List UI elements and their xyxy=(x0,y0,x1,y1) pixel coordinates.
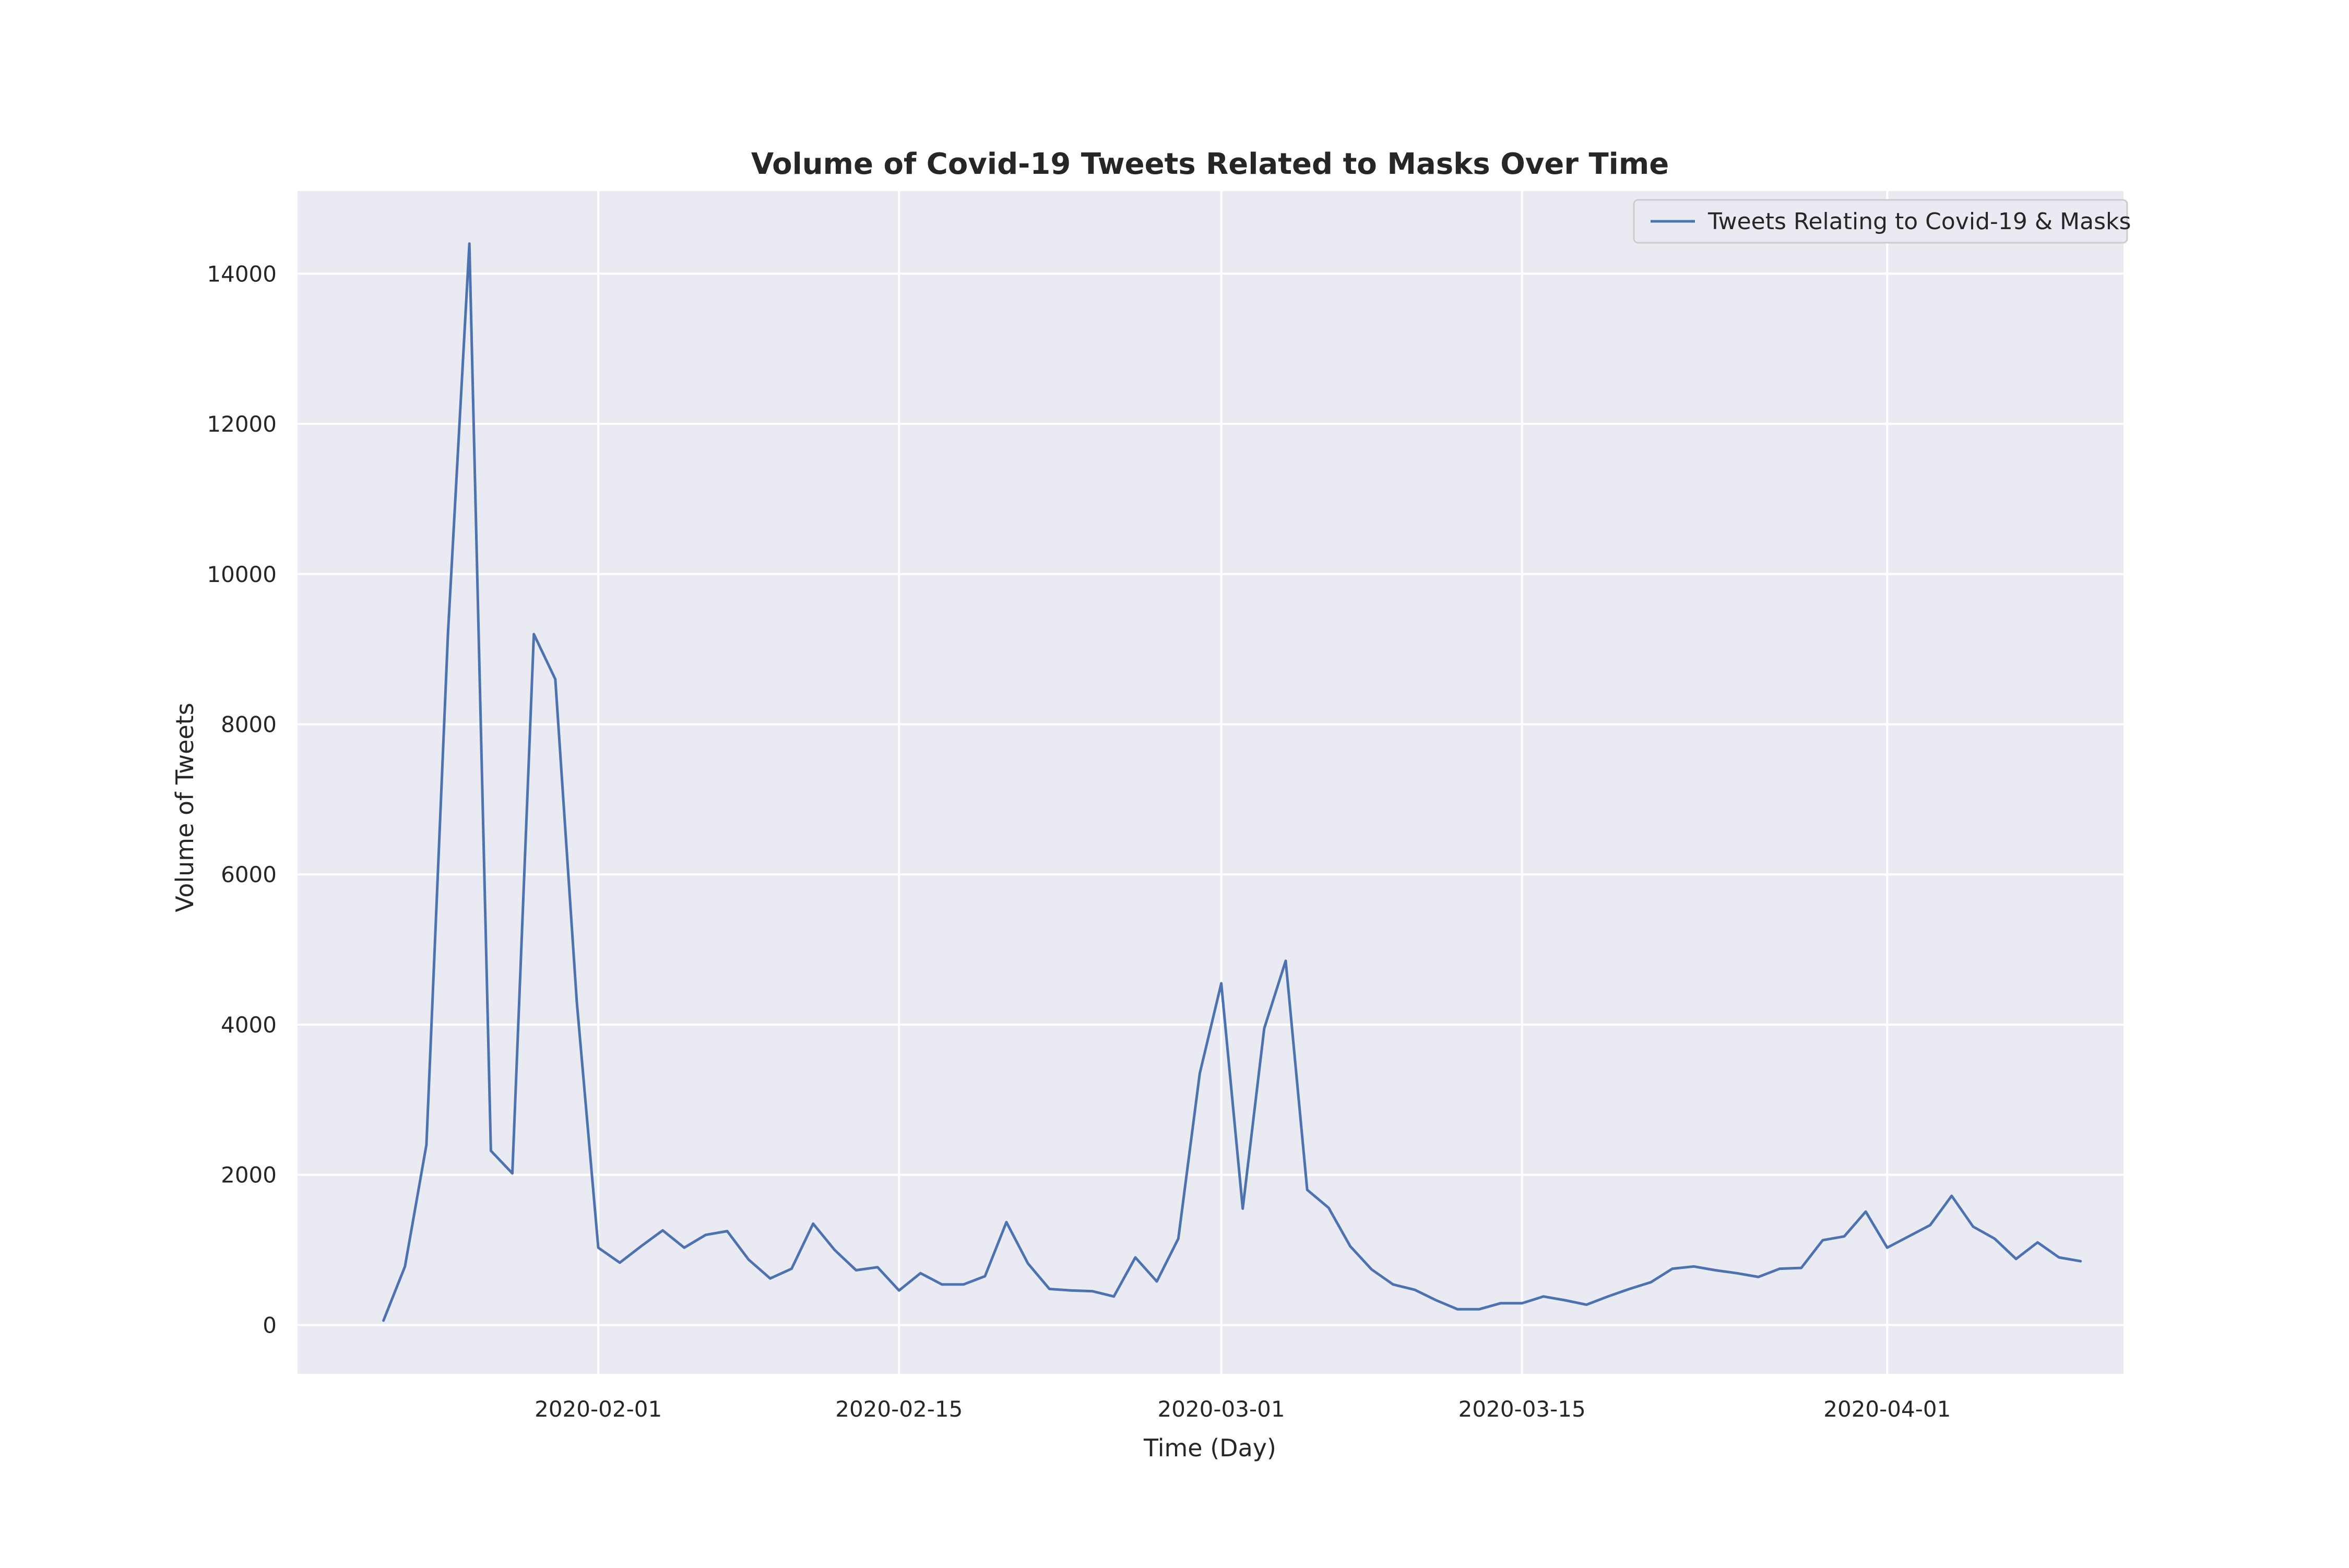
y-axis-label: Volume of Tweets xyxy=(171,703,199,912)
plot-background xyxy=(298,191,2123,1374)
x-tick-label: 2020-02-01 xyxy=(535,1396,662,1422)
legend: Tweets Relating to Covid-19 & Masks xyxy=(1633,199,2131,244)
y-tick-label: 10000 xyxy=(207,562,277,587)
tick-labels: 0 2000 4000 6000 8000 10000 12000 14000 2020-02-… xyxy=(207,261,1951,1422)
series-line xyxy=(382,242,2082,1322)
y-tick-label: 6000 xyxy=(221,862,277,887)
x-tick-label: 2020-03-15 xyxy=(1458,1396,1586,1422)
y-tick-label: 2000 xyxy=(221,1162,277,1188)
legend-box xyxy=(1633,199,2128,244)
y-tick-label: 12000 xyxy=(207,411,277,437)
x-axis-label: Time (Day) xyxy=(1143,1434,1276,1462)
x-tick-label: 2020-02-15 xyxy=(835,1396,963,1422)
x-tick-label: 2020-04-01 xyxy=(1823,1396,1951,1422)
y-tick-label: 0 xyxy=(263,1312,277,1338)
plot-area xyxy=(298,191,2123,1374)
y-tick-label: 8000 xyxy=(221,711,277,737)
series-layer xyxy=(382,242,2082,1322)
y-tick-label: 14000 xyxy=(207,261,277,287)
legend-label: Tweets Relating to Covid-19 & Masks xyxy=(1707,208,2131,235)
x-tick-label: 2020-03-01 xyxy=(1158,1396,1285,1422)
chart-title: Volume of Covid-19 Tweets Related to Mas… xyxy=(751,147,1669,181)
grid-lines xyxy=(298,191,2123,1374)
y-tick-label: 4000 xyxy=(221,1012,277,1038)
